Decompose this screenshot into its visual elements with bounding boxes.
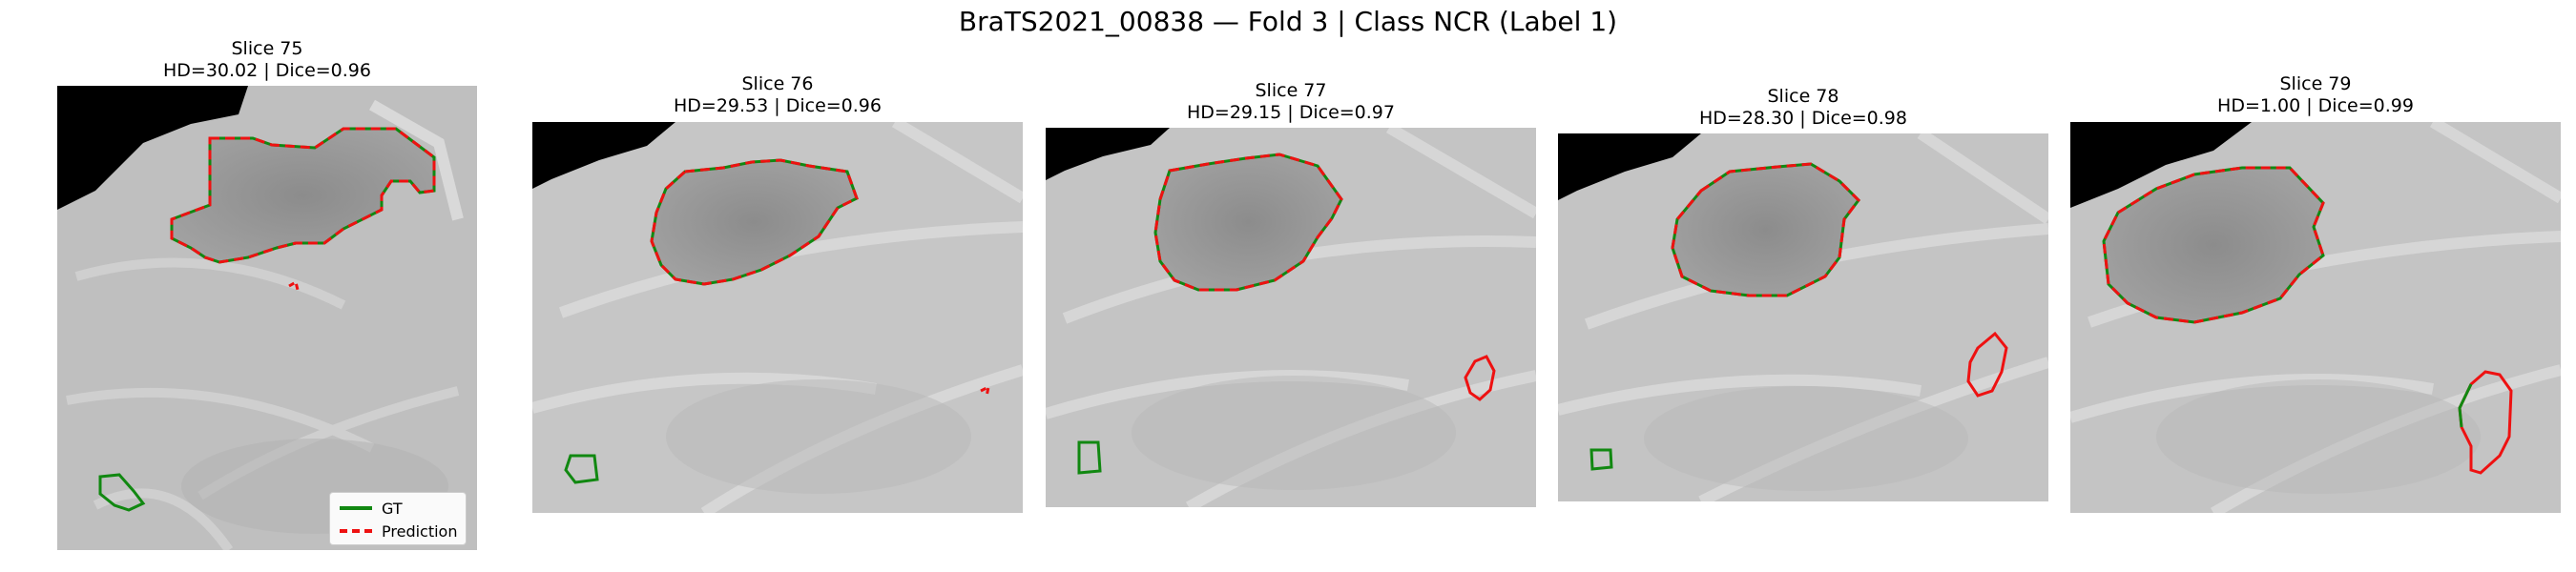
slice-label: Slice 75 <box>231 38 303 59</box>
tissue-texture <box>2070 122 2561 513</box>
gt-contour-small <box>1077 440 1102 475</box>
lesion-region <box>2104 168 2323 322</box>
mri-panel-slice-77 <box>1046 128 1536 507</box>
metrics-label: HD=29.15 | Dice=0.97 <box>1187 102 1395 123</box>
lesion-region <box>1672 164 1859 296</box>
skull-dark-region <box>2070 122 2252 208</box>
tissue-texture <box>369 99 464 221</box>
panel-title-slice-79: Slice 79 HD=1.00 | Dice=0.99 <box>2070 73 2561 117</box>
prediction-contour <box>1153 153 1343 292</box>
prediction-line-swatch <box>340 529 372 533</box>
gt-contour-small <box>1589 448 1613 471</box>
prediction-contour <box>1671 162 1860 297</box>
legend: GT Prediction <box>329 492 467 545</box>
mri-panel-slice-79 <box>2070 122 2561 513</box>
legend-label-prediction: Prediction <box>382 521 458 541</box>
mri-panel-slice-78 <box>1558 133 2048 501</box>
skull-dark-region <box>1046 128 1170 180</box>
tissue-texture <box>66 257 460 550</box>
figure-title: BraTS2021_00838 — Fold 3 | Class NCR (La… <box>958 6 1618 37</box>
slice-label: Slice 77 <box>1255 80 1327 101</box>
lesion-region <box>172 129 434 262</box>
lesion-region <box>1155 154 1341 290</box>
legend-item-prediction: Prediction <box>340 521 457 541</box>
prediction-contour-small <box>980 384 991 398</box>
slice-label: Slice 79 <box>2279 73 2352 94</box>
panel-title-slice-77: Slice 77 HD=29.15 | Dice=0.97 <box>1046 80 1536 124</box>
metrics-label: HD=1.00 | Dice=0.99 <box>2217 95 2414 116</box>
mri-panel-slice-75 <box>57 86 477 550</box>
tissue-texture <box>1132 376 1456 490</box>
slice-label: Slice 76 <box>741 73 814 94</box>
gt-contour-small <box>564 454 599 484</box>
legend-label-gt: GT <box>382 499 403 518</box>
prediction-contour-small <box>1464 355 1496 401</box>
metrics-label: HD=30.02 | Dice=0.96 <box>163 60 371 81</box>
skull-dark-region <box>57 86 248 210</box>
panel-title-slice-75: Slice 75 HD=30.02 | Dice=0.96 <box>57 38 477 82</box>
metrics-label: HD=29.53 | Dice=0.96 <box>674 95 882 116</box>
lesion-region <box>652 160 857 284</box>
skull-dark-region <box>1558 133 1701 200</box>
skull-dark-region <box>532 122 675 189</box>
gt-line-swatch <box>340 506 372 510</box>
tissue-texture <box>1644 386 1968 491</box>
prediction-contour-small <box>288 279 300 291</box>
tissue-texture <box>2156 379 2481 494</box>
tissue-texture <box>666 379 971 494</box>
legend-item-gt: GT <box>340 499 403 518</box>
prediction-contour-small <box>1966 331 2008 398</box>
panel-title-slice-78: Slice 78 HD=28.30 | Dice=0.98 <box>1558 86 2048 130</box>
mri-panel-slice-76 <box>532 122 1023 513</box>
gt-contour <box>2102 166 2325 324</box>
slice-label: Slice 78 <box>1767 86 1839 107</box>
panel-title-slice-76: Slice 76 HD=29.53 | Dice=0.96 <box>532 73 1023 117</box>
prediction-contour <box>650 158 859 286</box>
gt-contour-small <box>2458 383 2473 428</box>
metrics-label: HD=28.30 | Dice=0.98 <box>1699 108 1907 129</box>
gt-contour-small <box>98 473 146 512</box>
prediction-contour <box>170 127 436 264</box>
